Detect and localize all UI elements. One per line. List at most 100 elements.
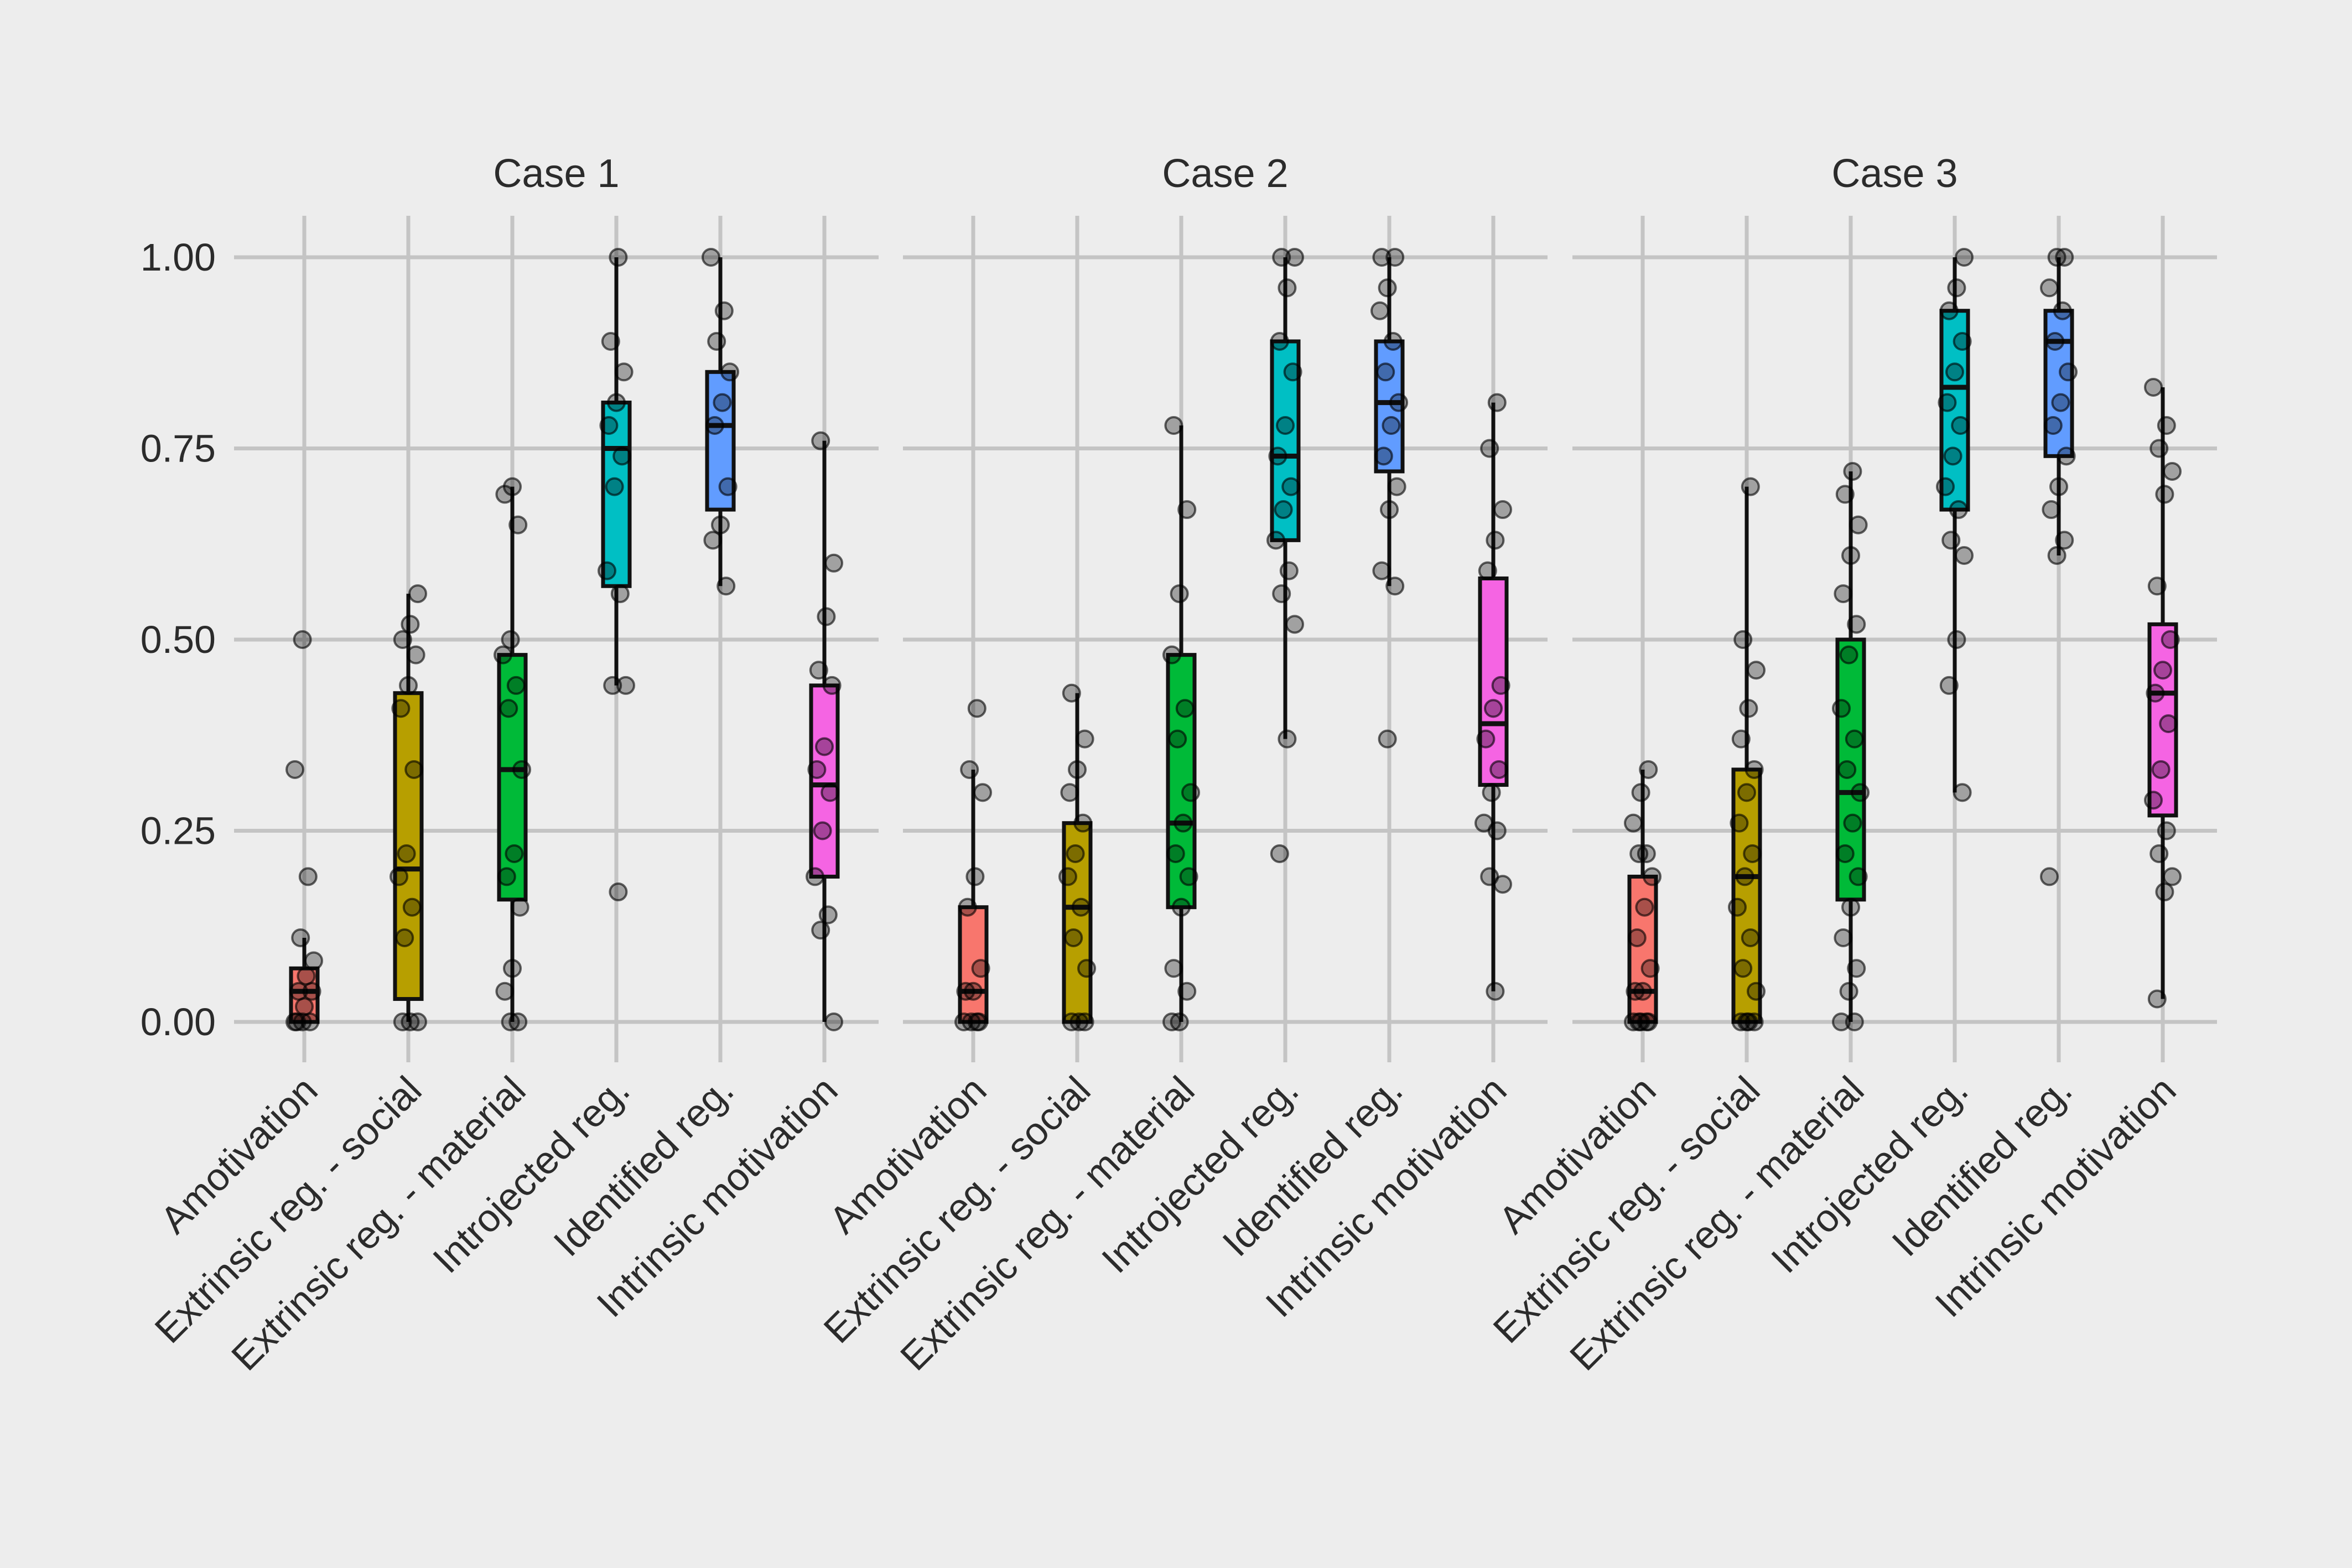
data-point <box>1845 729 1864 749</box>
data-point <box>1835 485 1855 504</box>
data-point <box>1843 461 1862 481</box>
data-point <box>1943 446 1962 466</box>
data-point <box>971 959 990 978</box>
data-point <box>1174 813 1193 833</box>
data-point <box>497 867 516 886</box>
data-point <box>1272 248 1291 267</box>
data-point <box>1058 867 1077 886</box>
y-tick-label: 0.25 <box>141 809 216 853</box>
grid-lines <box>234 216 2217 1062</box>
data-point <box>1731 729 1751 749</box>
data-point <box>1480 867 1499 886</box>
data-point <box>1741 477 1760 496</box>
data-point <box>1849 867 1868 886</box>
data-point <box>1832 1013 1851 1031</box>
data-point <box>1073 813 1093 833</box>
facet-title: Case 3 <box>1831 152 1958 196</box>
data-point <box>1486 982 1505 1001</box>
data-point <box>1164 959 1183 978</box>
data-point <box>2049 477 2068 496</box>
category-label: Identified reg. <box>1884 1068 2080 1264</box>
data-point <box>1060 783 1079 802</box>
data-point <box>1637 844 1656 863</box>
data-point <box>601 332 620 351</box>
data-point <box>1945 362 1964 382</box>
data-point <box>1075 729 1094 749</box>
data-point <box>1951 416 1970 435</box>
data-point <box>1179 867 1198 886</box>
data-point <box>501 630 520 649</box>
data-point <box>1941 531 1961 550</box>
data-point <box>1841 546 1860 565</box>
data-point <box>2053 301 2072 320</box>
data-point <box>1389 393 1408 412</box>
data-point <box>1383 332 1403 351</box>
data-point <box>402 897 422 917</box>
data-point <box>1953 783 1972 802</box>
data-point <box>397 844 416 863</box>
data-point <box>512 760 531 779</box>
data-point <box>809 661 828 680</box>
data-point <box>295 997 314 1016</box>
data-point <box>1737 783 1756 802</box>
data-point <box>1851 783 1870 802</box>
box <box>1627 874 1658 1024</box>
data-point <box>1285 248 1304 267</box>
data-point <box>1489 760 1509 779</box>
data-point <box>707 332 726 351</box>
data-point <box>1066 844 1085 863</box>
data-point <box>1077 959 1096 978</box>
data-point <box>1268 446 1287 466</box>
data-point <box>2045 332 2065 351</box>
data-point <box>494 645 512 664</box>
data-point <box>391 699 411 718</box>
data-point <box>297 967 316 986</box>
data-point <box>969 1013 989 1031</box>
data-point <box>1175 699 1195 718</box>
y-tick-label: 0.75 <box>141 427 216 470</box>
data-point <box>1270 844 1289 863</box>
data-point <box>614 362 634 382</box>
data-point <box>1166 844 1185 863</box>
data-point <box>1382 416 1401 435</box>
data-point <box>2146 683 2165 703</box>
data-point <box>616 676 635 695</box>
data-point <box>506 676 526 695</box>
data-point <box>1839 982 1858 1001</box>
data-point <box>965 867 985 886</box>
data-point <box>2047 546 2067 565</box>
data-point <box>1633 982 1652 1001</box>
data-point <box>1177 500 1197 520</box>
data-point <box>1281 477 1301 496</box>
data-point <box>1372 561 1392 580</box>
data-point <box>2163 461 2182 481</box>
data-point <box>818 905 838 925</box>
data-point <box>1747 982 1766 1001</box>
data-point <box>2151 760 2171 779</box>
data-point <box>2147 577 2167 596</box>
data-point <box>1071 897 1091 917</box>
data-point <box>1733 630 1753 649</box>
data-point <box>408 584 427 604</box>
data-point <box>1276 416 1295 435</box>
box <box>1166 653 1197 910</box>
data-point <box>2163 867 2182 886</box>
box <box>2043 309 2074 458</box>
data-point <box>2159 714 2178 734</box>
data-point <box>964 982 983 1001</box>
data-point <box>2157 821 2176 840</box>
box <box>1835 637 1866 902</box>
data-point <box>287 1013 307 1031</box>
data-point <box>807 760 827 779</box>
y-tick-label: 1.00 <box>141 236 216 279</box>
data-point <box>2040 867 2059 886</box>
data-point <box>1484 699 1503 718</box>
data-point <box>1730 813 1749 833</box>
data-point <box>1739 1013 1758 1031</box>
data-point <box>1949 500 1968 520</box>
data-point <box>395 928 414 947</box>
data-point <box>1075 1013 1094 1031</box>
data-point <box>2153 661 2172 680</box>
data-point <box>1170 1013 1189 1031</box>
